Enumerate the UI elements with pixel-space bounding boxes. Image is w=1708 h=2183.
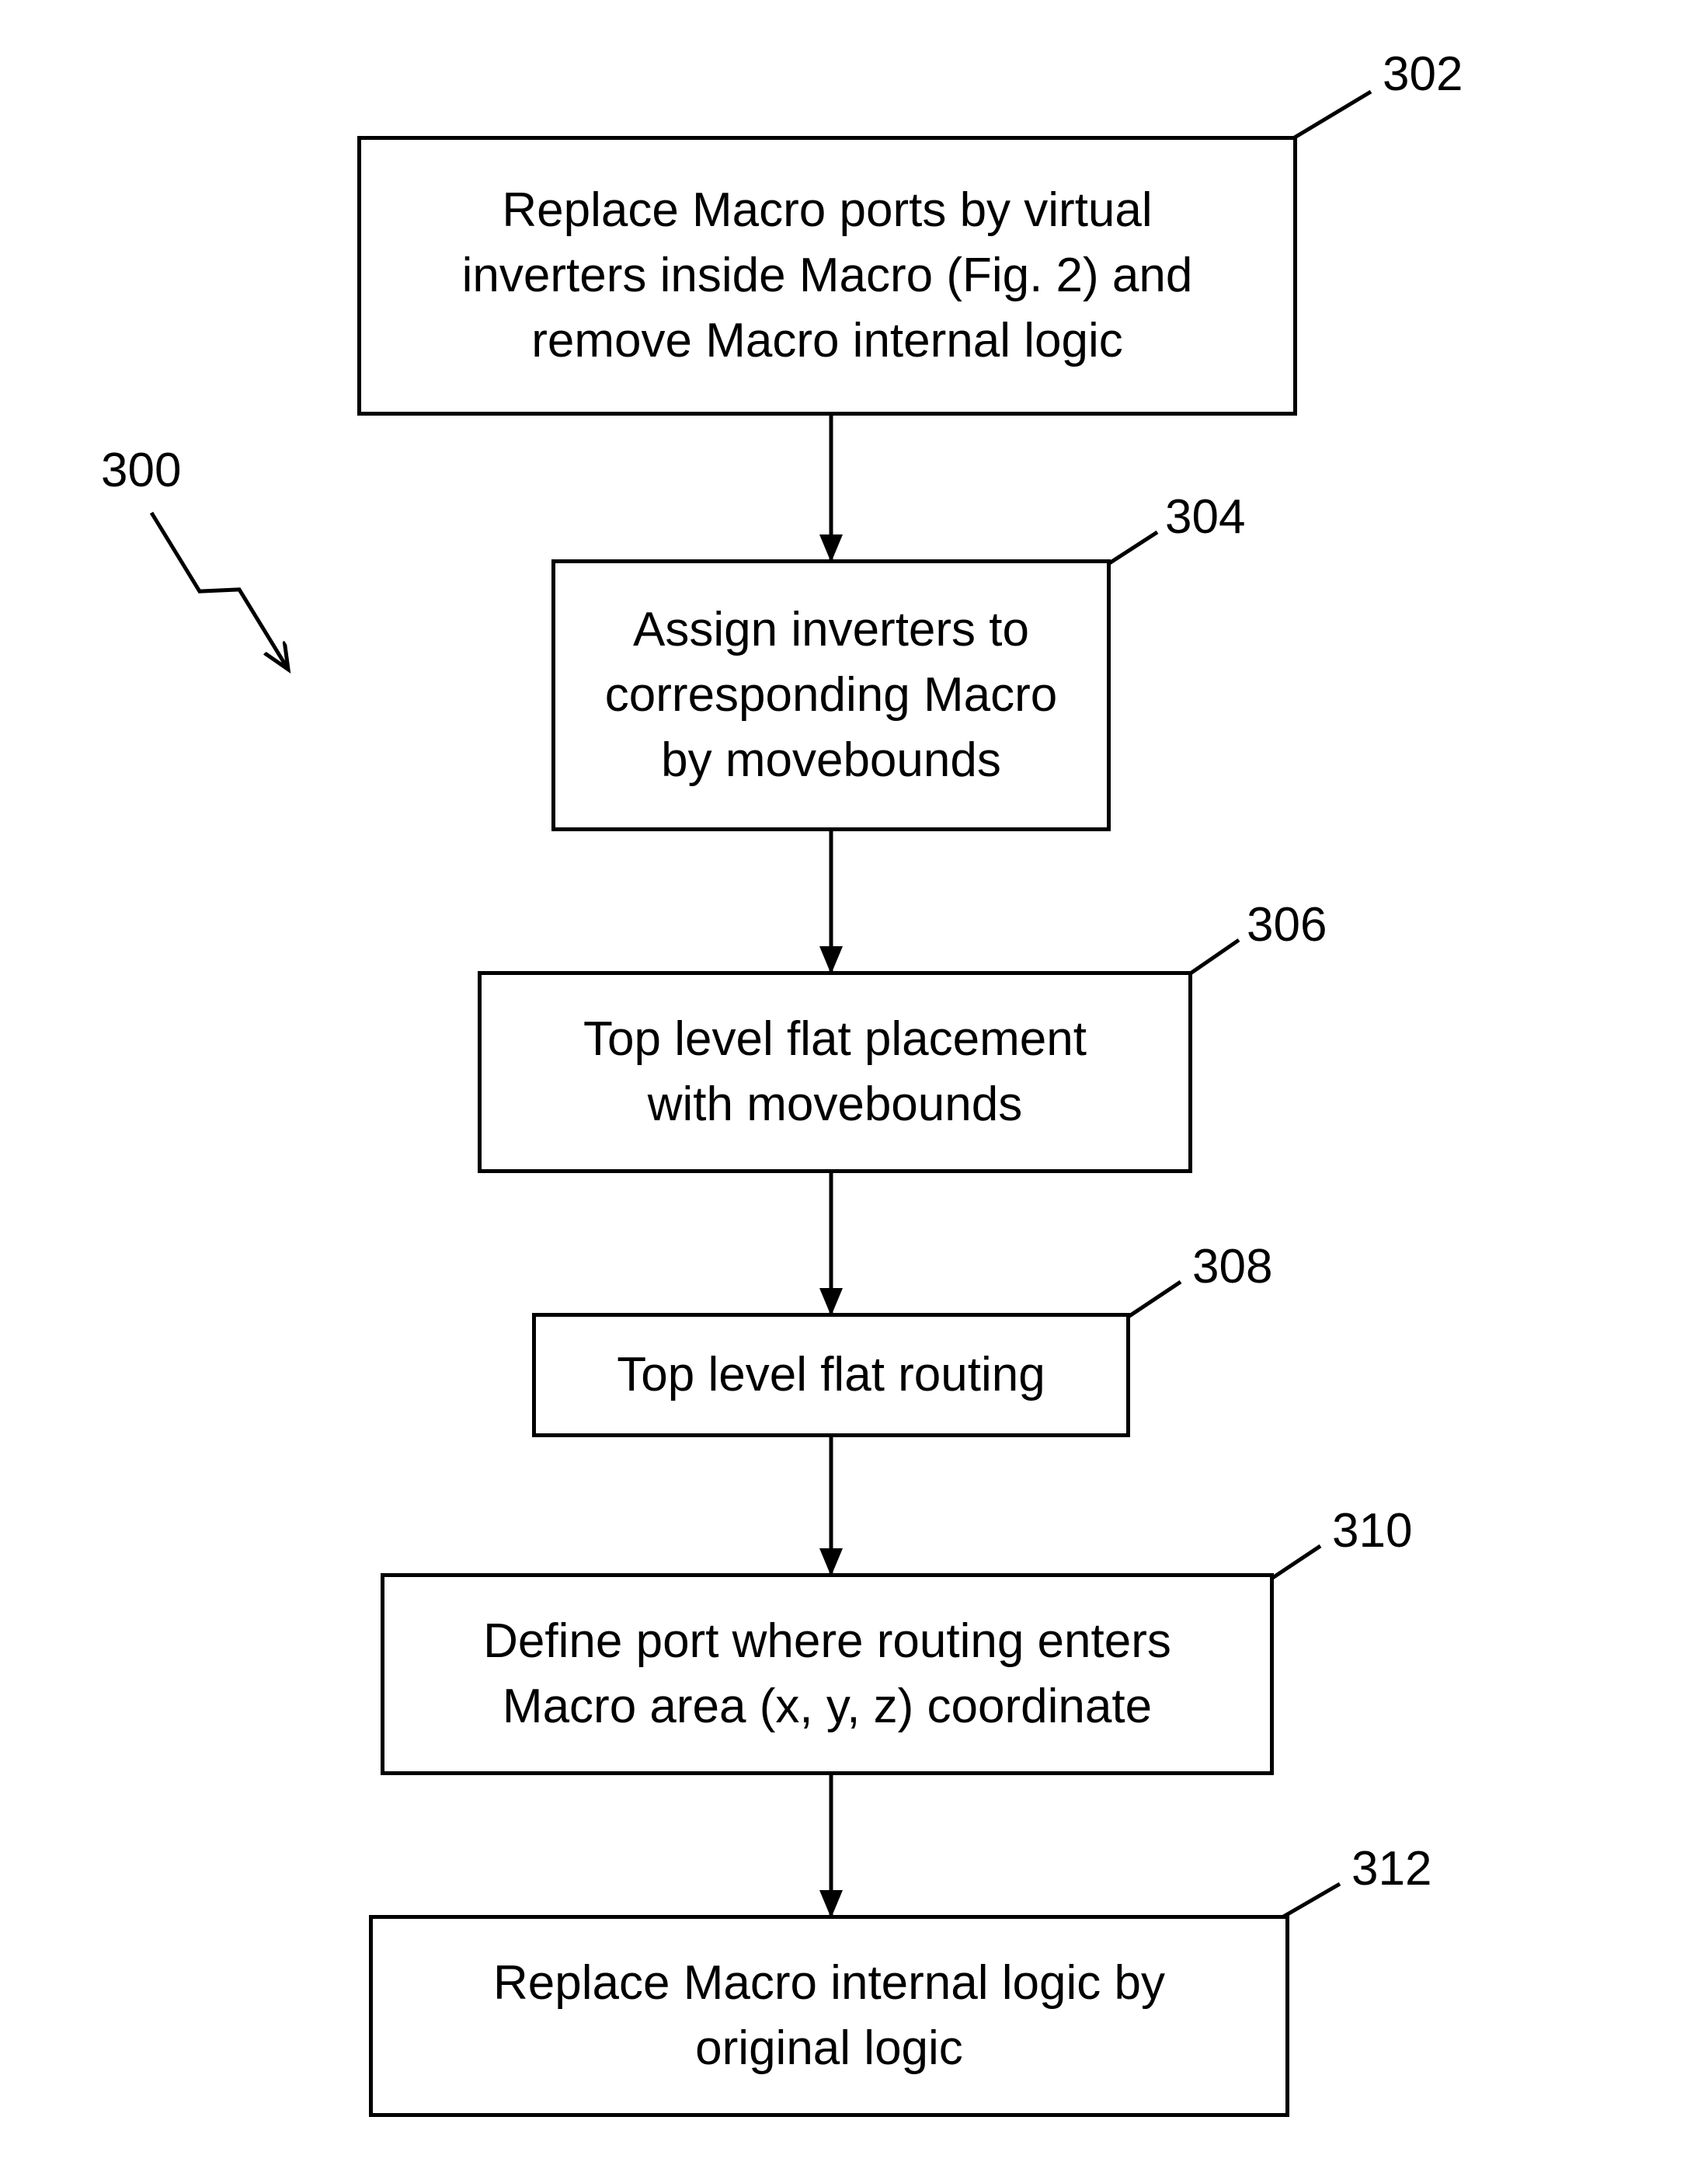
flow-node-text: Top level flat placement with movebounds xyxy=(583,1007,1087,1137)
flow-node-n308: Top level flat routing xyxy=(532,1313,1130,1437)
node-ref-label: 310 xyxy=(1332,1503,1412,1558)
flow-node-text: Replace Macro internal logic by original… xyxy=(493,1951,1165,2080)
flow-node-n312: Replace Macro internal logic by original… xyxy=(369,1915,1289,2117)
node-ref-label: 312 xyxy=(1351,1841,1431,1896)
node-ref-label: 304 xyxy=(1165,489,1245,545)
flow-node-text: Top level flat routing xyxy=(617,1342,1045,1408)
node-ref-label: 302 xyxy=(1383,47,1463,102)
node-ref-label: 306 xyxy=(1247,897,1327,952)
flow-node-text: Replace Macro ports by virtual inverters… xyxy=(462,178,1193,373)
flow-node-n306: Top level flat placement with movebounds xyxy=(478,971,1192,1173)
flow-node-text: Assign inverters to corresponding Macro … xyxy=(605,597,1057,792)
diagram-ref-label: 300 xyxy=(101,443,181,498)
diagram-ref-arrow xyxy=(151,513,287,668)
node-ref-label: 308 xyxy=(1192,1239,1272,1294)
flow-node-n304: Assign inverters to corresponding Macro … xyxy=(551,559,1111,831)
flowchart-canvas: Replace Macro ports by virtual inverters… xyxy=(0,0,1708,2183)
flow-node-n310: Define port where routing enters Macro a… xyxy=(381,1573,1274,1775)
leader-tick xyxy=(1293,92,1371,138)
flow-node-n302: Replace Macro ports by virtual inverters… xyxy=(357,136,1297,416)
flow-node-text: Define port where routing enters Macro a… xyxy=(483,1609,1171,1739)
